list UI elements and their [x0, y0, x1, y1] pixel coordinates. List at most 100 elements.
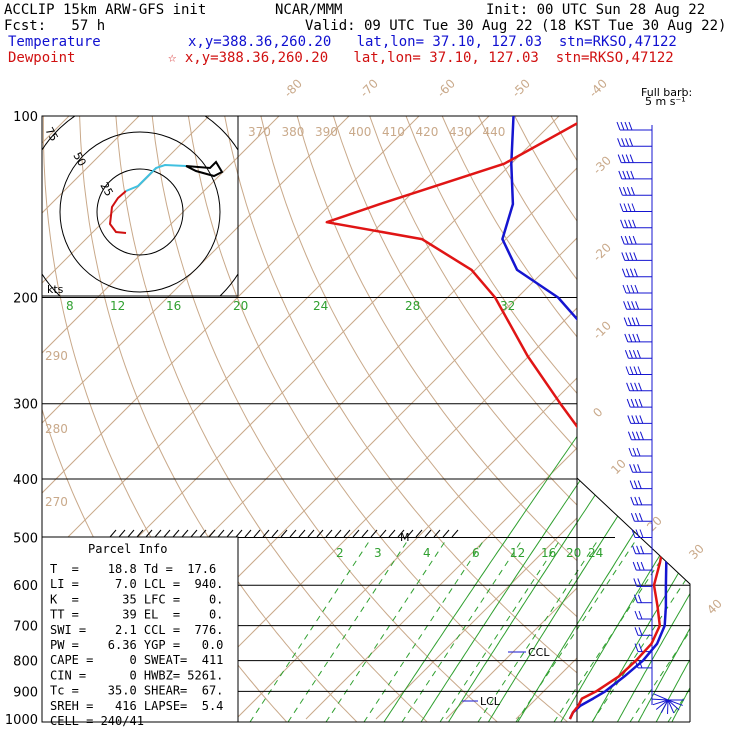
wind-barb-flag [627, 301, 632, 310]
pressure-tick-label: 900 [13, 685, 38, 700]
wind-barb-flag [634, 513, 639, 522]
pressure-tick-label: 500 [13, 532, 38, 547]
wind-barb-flag [626, 187, 631, 196]
hodograph-ring-label: 75 [42, 125, 60, 144]
ccl-label: CCL [528, 646, 550, 659]
pressure-axis-labels: 100 200 300 400 500 600 700 800 900 1000 [5, 110, 38, 728]
hatch-mark [415, 529, 423, 538]
isotherm-line [42, 116, 210, 284]
theta-label: 290 [45, 349, 68, 363]
barb-legend-line1: Full barb: [641, 86, 692, 99]
mixing-ratio-line [481, 269, 690, 722]
wind-barb-flag [627, 317, 632, 326]
wind-barb-flag [632, 350, 637, 359]
mixing-ratio-label: 4 [423, 546, 431, 560]
parcel-info-row: CELL = 240/41 [50, 714, 144, 728]
valid-time: Valid: 09 UTC Tue 30 Aug 22 (18 KST Tue … [305, 18, 727, 34]
wind-barb-flag [625, 366, 630, 375]
hatch-mark [388, 529, 396, 538]
isotherm-label: 0 [590, 405, 605, 420]
pressure-tick-label: 1000 [5, 713, 38, 728]
hatch-mark [235, 529, 243, 538]
wind-barb-flag [623, 317, 628, 326]
wind-barb-flag [627, 203, 632, 212]
wind-barb-flag [628, 121, 633, 131]
theta-label: 280 [45, 422, 68, 436]
mixing-ratio-label: 8 [66, 299, 74, 313]
hatch-mark [352, 529, 360, 538]
wind-barb-flag [620, 121, 625, 131]
wind-barb-flag [634, 643, 639, 652]
mixing-ratio-label: 3 [374, 546, 382, 560]
hatch-mark [163, 529, 171, 538]
hatch-mark [127, 529, 135, 538]
wind-barb-flag [628, 350, 633, 359]
hatch-mark [442, 529, 450, 538]
dry-adiabat-line [696, 116, 740, 732]
wind-barb-flag [631, 529, 636, 538]
hodograph-ring [96, 168, 184, 256]
wind-barb-flag [639, 415, 644, 424]
hatch-mark [289, 529, 297, 538]
wind-barb-flag [617, 154, 622, 163]
wind-barb-flag [637, 480, 642, 489]
wind-barb-flag [638, 513, 643, 522]
parcel-info-row: T = 18.8 Td = 17.6 [50, 562, 216, 576]
dewpoint-location-info: ☆ x,y=388.36,260.20 lat,lon= 37.10, 127.… [168, 50, 674, 66]
wind-barb-flag [628, 219, 633, 228]
isotherm-line [656, 116, 740, 719]
mixing-ratio-line [611, 269, 690, 722]
dry-adiabat-line [224, 116, 577, 674]
hatch-mark [298, 529, 306, 538]
isotherm-line [42, 116, 280, 354]
hatch-mark [271, 529, 279, 538]
hodograph-ring-label: 25 [97, 180, 115, 199]
hodograph-trace-mid [125, 163, 187, 192]
wind-barb-flag [632, 447, 637, 457]
isotherm-label: -80 [281, 76, 305, 100]
isotherm-label: 30 [686, 541, 707, 562]
wind-barb-flag [638, 382, 643, 391]
parcel-info-title: Parcel Info [88, 542, 167, 556]
wind-barb-flag [616, 121, 621, 131]
parcel-info-box [41, 536, 239, 723]
wind-barb-flag [633, 268, 638, 277]
wind-barb-flag [633, 252, 638, 261]
isotherm-line [375, 517, 577, 720]
dry-adiabat-line [332, 116, 577, 506]
mixing-ratio-label: 16 [541, 546, 556, 560]
barb-legend-line2: 5 m s⁻¹ [645, 95, 686, 108]
wind-barb [667, 699, 683, 706]
wind-barb-flag [625, 268, 630, 277]
hatch-mark [370, 529, 378, 538]
isotherm-line [42, 116, 420, 494]
hatch-mark [208, 529, 216, 538]
wind-barb-flag [638, 610, 643, 620]
isotherm-label: 10 [608, 456, 629, 477]
wind-barb-flag [635, 431, 640, 440]
wind-barb-flag [631, 317, 636, 326]
parcel-info-row: K = 35 LFC = 0. [50, 592, 223, 606]
wind-barb [652, 698, 669, 701]
wind-barb-flag [633, 594, 638, 603]
mixing-ratio-label: 16 [166, 299, 181, 313]
wind-barb-flag [635, 317, 640, 326]
hodograph-ring [59, 131, 221, 293]
hodograph-units-label: kts [47, 283, 64, 296]
wind-barb-flag [634, 382, 639, 391]
hatch-mark [280, 529, 288, 538]
wind-barb-flag [633, 366, 638, 375]
hatch-mark [217, 529, 225, 538]
melting-level-marker: M [400, 531, 410, 544]
wind-barb-flag [630, 187, 635, 196]
mixing-ratio-label: 24 [588, 546, 603, 560]
isotherm-label: 20 [644, 513, 665, 534]
parcel-info-row: LI = 7.0 LCL = 940. [50, 577, 223, 591]
hatch-mark [343, 529, 351, 538]
wind-barb-flag [622, 170, 627, 180]
theta-label: 370 [248, 125, 271, 139]
hatch-mark [424, 529, 432, 538]
mixing-ratio-line [586, 269, 690, 722]
hodograph-trace-low [108, 190, 127, 234]
wind-barb-flag [621, 138, 626, 147]
